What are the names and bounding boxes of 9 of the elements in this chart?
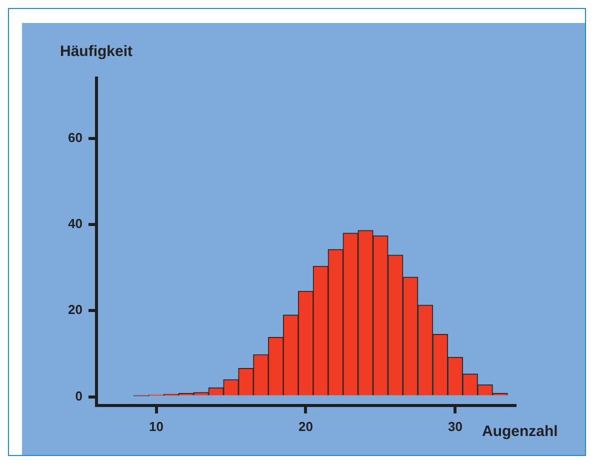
y-axis-title: Häufigkeit <box>60 43 133 60</box>
x-tick-label: 20 <box>298 418 313 434</box>
x-tick-label: 30 <box>448 418 462 434</box>
x-axis-title: Augenzahl <box>482 423 558 440</box>
y-tick-label: 40 <box>68 216 82 232</box>
y-tick-label: 20 <box>68 302 82 318</box>
y-tick-label: 0 <box>75 388 82 404</box>
y-tick-label: 60 <box>68 130 82 145</box>
x-tick-label: 10 <box>149 418 164 434</box>
